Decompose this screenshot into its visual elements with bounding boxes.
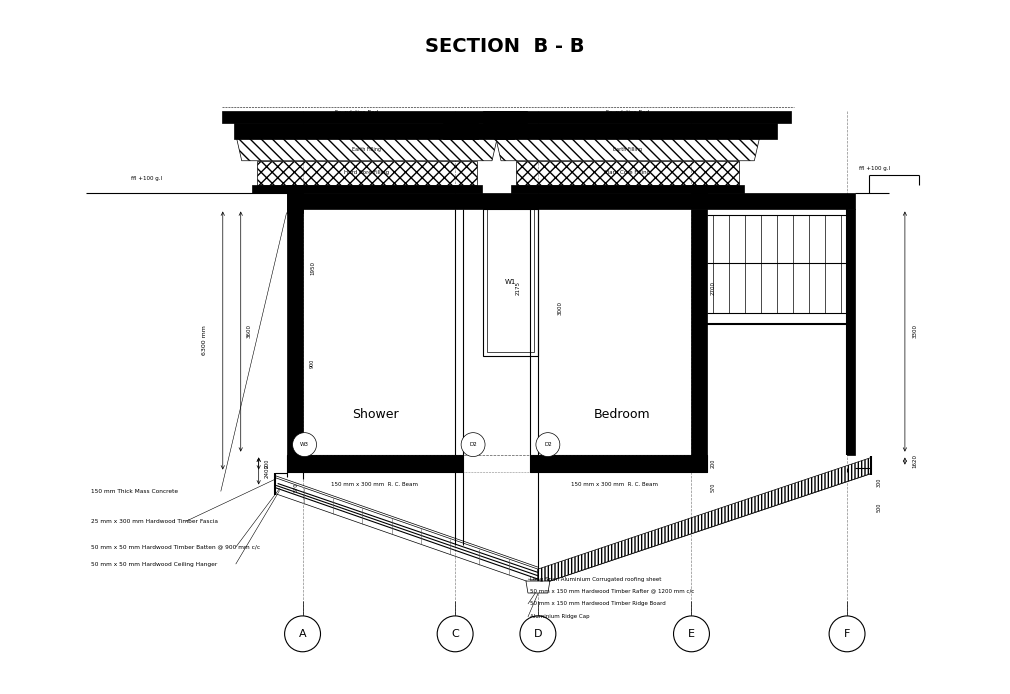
Text: 150 mm Thick Mass Concrete: 150 mm Thick Mass Concrete xyxy=(91,489,179,494)
Bar xyxy=(257,161,477,185)
Text: 50 mm x 150 mm Hardwood Timber Rafter @ 1200 mm c/c: 50 mm x 150 mm Hardwood Timber Rafter @ … xyxy=(530,589,694,593)
Text: 25 mm x 300 mm Hardwood Timber Fascia: 25 mm x 300 mm Hardwood Timber Fascia xyxy=(91,519,218,524)
Polygon shape xyxy=(236,139,497,161)
Text: 3300: 3300 xyxy=(912,324,917,338)
Bar xyxy=(847,209,855,455)
Text: Foundation Bed: Foundation Bed xyxy=(335,110,379,115)
Bar xyxy=(483,209,538,356)
Text: W1: W1 xyxy=(504,279,516,285)
Bar xyxy=(443,123,478,139)
Text: A: A xyxy=(299,629,306,639)
Text: 570: 570 xyxy=(711,483,716,492)
Text: W3: W3 xyxy=(300,442,309,447)
Text: 200: 200 xyxy=(711,459,716,468)
Polygon shape xyxy=(526,581,549,593)
Text: D2: D2 xyxy=(470,442,477,447)
Text: 1620: 1620 xyxy=(912,454,917,468)
Text: Earth Filling: Earth Filling xyxy=(352,147,382,152)
Text: 150 mm x 300 mm  R. C. Beam: 150 mm x 300 mm R. C. Beam xyxy=(331,482,418,487)
Bar xyxy=(511,185,744,193)
Text: ffl +600: ffl +600 xyxy=(569,186,591,191)
Circle shape xyxy=(674,616,709,652)
Circle shape xyxy=(536,432,560,457)
Text: 900: 900 xyxy=(310,358,315,368)
Text: Earth Filling: Earth Filling xyxy=(613,147,642,152)
Text: Aluminium Ridge Cap: Aluminium Ridge Cap xyxy=(530,614,590,620)
Text: Bedroom: Bedroom xyxy=(593,408,650,421)
Bar xyxy=(496,123,778,139)
Text: D2: D2 xyxy=(544,442,551,447)
Text: Hard Core Filling: Hard Core Filling xyxy=(344,170,390,175)
Text: C: C xyxy=(451,629,459,639)
Bar xyxy=(487,209,534,352)
Bar xyxy=(287,185,303,212)
Bar xyxy=(692,209,707,455)
Circle shape xyxy=(285,616,320,652)
Text: 2400: 2400 xyxy=(265,464,269,477)
Circle shape xyxy=(462,432,485,457)
Text: Long Span Aluminium Corrugated roofing sheet: Long Span Aluminium Corrugated roofing s… xyxy=(530,577,662,582)
Text: ffl +100 g.l: ffl +100 g.l xyxy=(860,167,890,171)
Text: 1950: 1950 xyxy=(310,262,315,276)
Text: 300: 300 xyxy=(294,459,299,468)
Text: Foundation Bed: Foundation Bed xyxy=(606,110,649,115)
Bar xyxy=(483,111,791,123)
Text: Shower: Shower xyxy=(352,408,399,421)
Text: D: D xyxy=(533,629,542,639)
Bar xyxy=(233,123,514,139)
Text: ffl +400: ffl +400 xyxy=(321,186,343,191)
Text: Hard Core Filling: Hard Core Filling xyxy=(605,170,650,175)
Text: 300: 300 xyxy=(877,477,882,487)
Text: ffl +100 g.l: ffl +100 g.l xyxy=(131,176,162,181)
Text: 570: 570 xyxy=(294,483,299,492)
Bar xyxy=(251,185,482,193)
Text: 150 mm x 300 mm  R. C. Beam: 150 mm x 300 mm R. C. Beam xyxy=(572,482,659,487)
Bar xyxy=(287,455,464,473)
Bar xyxy=(516,161,739,185)
Bar xyxy=(530,455,707,473)
Bar xyxy=(287,455,464,473)
Circle shape xyxy=(520,616,556,652)
Text: 50 mm x 150 mm Hardwood Timber Ridge Board: 50 mm x 150 mm Hardwood Timber Ridge Boa… xyxy=(530,602,666,607)
Polygon shape xyxy=(496,139,760,161)
Text: 3000: 3000 xyxy=(558,301,563,315)
Text: 500: 500 xyxy=(877,502,882,512)
Circle shape xyxy=(437,616,473,652)
Text: 2700: 2700 xyxy=(711,281,716,295)
Bar xyxy=(530,455,707,473)
Text: 50 mm x 50 mm Hardwood Ceiling Hanger: 50 mm x 50 mm Hardwood Ceiling Hanger xyxy=(91,561,217,566)
Bar xyxy=(287,209,303,455)
Text: F: F xyxy=(844,629,850,639)
Text: E: E xyxy=(688,629,695,639)
Circle shape xyxy=(293,432,316,457)
Text: 3600: 3600 xyxy=(246,324,251,338)
Polygon shape xyxy=(538,457,871,585)
Text: 6300 mm: 6300 mm xyxy=(202,325,207,355)
Bar xyxy=(222,111,527,123)
Polygon shape xyxy=(275,477,538,585)
Text: SECTION  B - B: SECTION B - B xyxy=(425,37,585,56)
Bar xyxy=(287,193,855,209)
Text: 50 mm x 50 mm Hardwood Timber Batten @ 900 mm c/c: 50 mm x 50 mm Hardwood Timber Batten @ 9… xyxy=(91,545,261,550)
Bar xyxy=(692,185,707,203)
Circle shape xyxy=(829,616,865,652)
Text: 2175: 2175 xyxy=(515,281,520,295)
Text: 200: 200 xyxy=(265,459,269,468)
